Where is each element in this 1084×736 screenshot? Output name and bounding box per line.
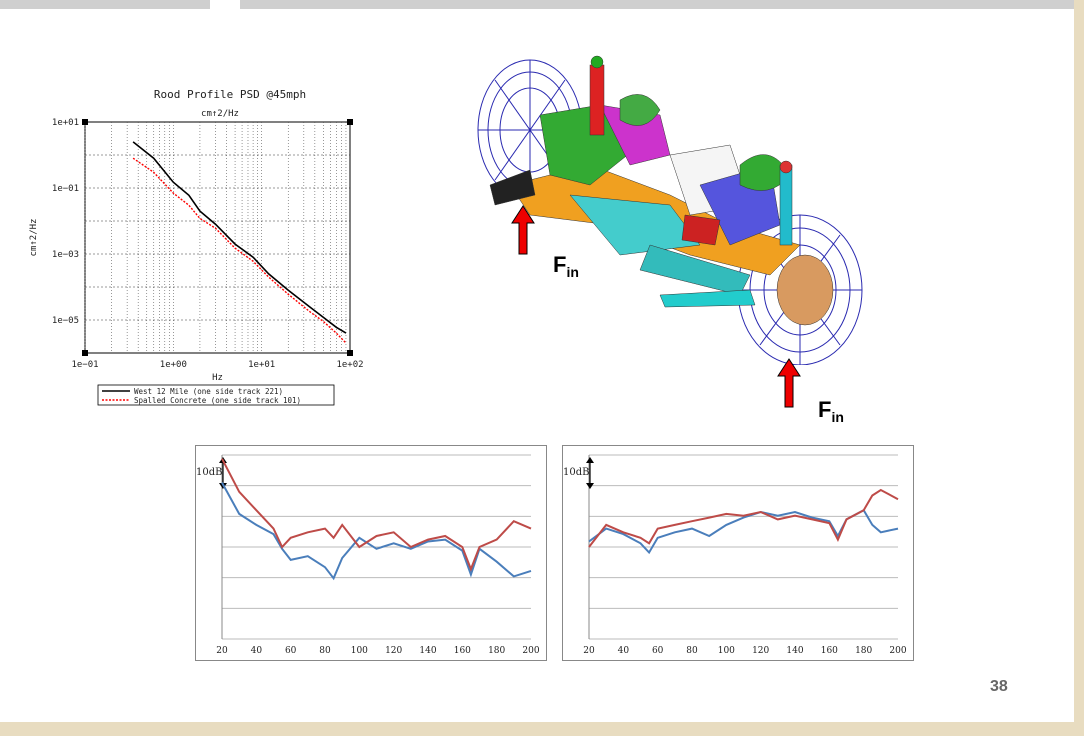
- corner-marker: [347, 119, 353, 125]
- x-tick-label: 120: [752, 646, 769, 656]
- frequency-chart-right: 20 40 60 80 100 120 140 160 180 200 10dB: [562, 445, 914, 661]
- x-tick-label: 180: [488, 646, 505, 656]
- x-tick-label: 100: [718, 646, 735, 656]
- corner-marker: [347, 350, 353, 356]
- force-arrow-left-icon: [511, 205, 535, 255]
- bottom-border: [0, 722, 1084, 736]
- force-arrow-right-icon: [777, 358, 801, 408]
- psd-chart: cm↑2/Hz 1e−01 1e+00 1e+01 1e+02 1e+01 1e−01 1e−…: [29, 109, 364, 406]
- x-tick-label: 1e+01: [248, 360, 275, 370]
- psd-chart-subtitle: cm↑2/Hz: [201, 109, 239, 119]
- x-tick-label: 100: [351, 646, 368, 656]
- corner-marker: [82, 119, 88, 125]
- frequency-chart-right-panel: 20 40 60 80 100 120 140 160 180 200 10dB: [562, 445, 914, 666]
- x-tick-label: 20: [583, 646, 595, 656]
- y-tick-label: 1e−01: [52, 184, 79, 194]
- series-line: [221, 482, 532, 581]
- x-tick-label: 40: [618, 646, 630, 656]
- x-tick-label: 200: [522, 646, 539, 656]
- x-tick-label: 1e+00: [160, 360, 187, 370]
- x-tick-label: 80: [319, 646, 331, 656]
- series-line: [132, 157, 347, 344]
- y-tick-label: 1e−05: [52, 316, 79, 326]
- x-tick-label: 60: [652, 646, 664, 656]
- x-tick-label: 140: [419, 646, 436, 656]
- series-line: [221, 458, 532, 572]
- legend-label: West 12 Mile (one side track 221): [134, 387, 283, 396]
- series-line: [132, 141, 347, 334]
- suspension-model-illustration: [477, 55, 863, 365]
- frequency-chart-left: 20 40 60 80 100 120 140 160 180 200 10dB: [195, 445, 547, 661]
- x-tick-label: 1e−01: [71, 360, 98, 370]
- x-tick-label: 60: [285, 646, 297, 656]
- scale-label: 10dB: [563, 467, 589, 478]
- frequency-chart-left-panel: 20 40 60 80 100 120 140 160 180 200 10dB: [195, 445, 547, 666]
- page-number: 38: [990, 678, 1008, 695]
- scale-label: 10dB: [196, 467, 222, 478]
- psd-chart-title: Rood Profile PSD @45mph: [153, 88, 307, 101]
- force-label-left: Fin: [553, 252, 579, 280]
- y-axis-label: cm↑2/Hz: [29, 219, 39, 257]
- x-tick-label: 140: [786, 646, 803, 656]
- x-tick-label: 80: [686, 646, 698, 656]
- top-border-gap: [210, 0, 240, 9]
- legend-box: [97, 384, 335, 406]
- x-tick-label: 180: [855, 646, 872, 656]
- x-axis-label: Hz: [212, 373, 223, 383]
- series-line: [588, 488, 899, 548]
- x-tick-label: 160: [821, 646, 838, 656]
- x-tick-label: 200: [889, 646, 906, 656]
- scale-arrow-up-icon: [586, 457, 594, 463]
- scale-arrow-down-icon: [586, 483, 594, 489]
- chart-border: [195, 445, 547, 661]
- y-tick-label: 1e−03: [52, 250, 79, 260]
- x-tick-label: 160: [454, 646, 471, 656]
- x-tick-label: 1e+02: [336, 360, 363, 370]
- top-border: [0, 0, 1084, 9]
- y-tick-label: 1e+01: [52, 118, 79, 128]
- x-tick-label: 20: [216, 646, 228, 656]
- right-border: [1074, 0, 1084, 736]
- plot-frame: [84, 121, 351, 354]
- x-tick-label: 40: [251, 646, 263, 656]
- x-tick-label: 120: [385, 646, 402, 656]
- legend-label: Spalled Concrete (one side track 101): [134, 396, 301, 405]
- chart-border: [562, 445, 914, 661]
- force-label-right: Fin: [818, 397, 844, 425]
- corner-marker: [82, 350, 88, 356]
